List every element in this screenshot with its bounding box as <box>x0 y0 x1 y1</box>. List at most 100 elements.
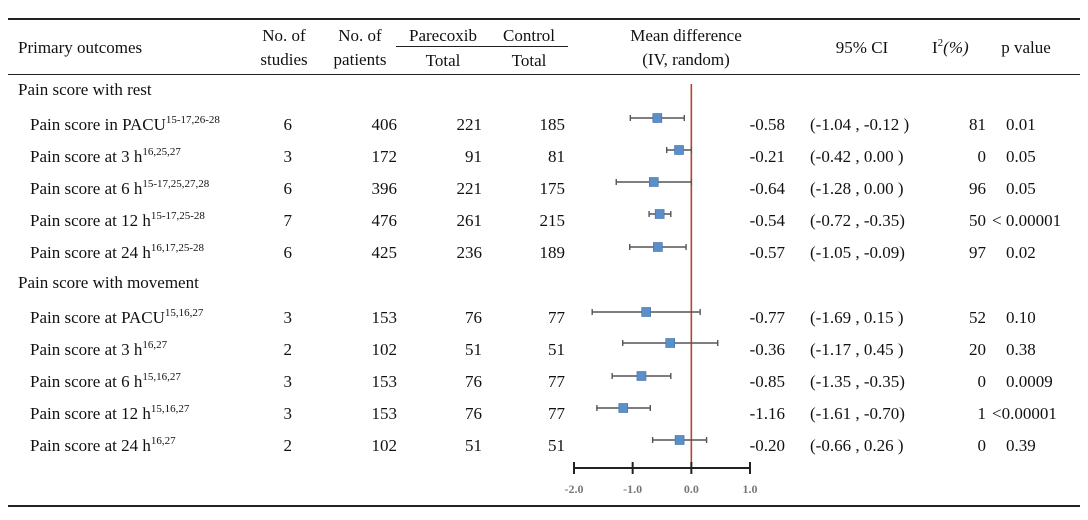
cell-95ci: (-1.17 , 0.45 ) <box>810 340 904 359</box>
cell-control-total: 51 <box>548 340 565 359</box>
effect-marker <box>618 403 629 413</box>
x-tick-label: 1.0 <box>743 482 758 496</box>
cell-studies: 3 <box>283 372 293 391</box>
group-header-rule <box>396 46 568 47</box>
cell-control-total: 175 <box>539 179 566 198</box>
cell-patients: 172 <box>371 147 398 166</box>
cell-patients: 153 <box>371 308 398 327</box>
effect-marker <box>674 435 685 445</box>
row-label-refs: 15-17,25,27,28 <box>142 178 210 190</box>
header-parecoxib-total: Total <box>425 51 461 70</box>
cell-i2: 1 <box>977 404 987 423</box>
row-label: Pain score at 24 h16,17,25-28 <box>30 243 204 263</box>
row-label-text: Pain score at 24 h <box>30 243 151 262</box>
section-movement: Pain score with movement <box>18 273 199 292</box>
cell-parecoxib-total: 221 <box>456 179 483 198</box>
effect-marker <box>636 371 647 381</box>
cell-p-value: <0.00001 <box>992 404 1057 423</box>
cell-parecoxib-total: 76 <box>465 404 482 423</box>
cell-parecoxib-total: 76 <box>465 372 482 391</box>
effect-marker <box>641 307 651 317</box>
cell-patients: 102 <box>371 436 398 455</box>
top-rule <box>8 18 1080 20</box>
cell-control-total: 51 <box>548 436 565 455</box>
cell-95ci: (-0.72 , -0.35) <box>810 211 905 230</box>
cell-p-value: 0.02 <box>1006 243 1036 262</box>
row-label-refs: 15,16,27 <box>142 371 181 383</box>
cell-parecoxib-total: 236 <box>456 243 483 262</box>
cell-patients: 425 <box>371 243 398 262</box>
header-rule <box>8 74 1080 75</box>
cell-parecoxib-total: 51 <box>465 340 482 359</box>
row-label-refs: 16,27 <box>150 435 176 447</box>
row-label-refs: 16,27 <box>142 339 168 351</box>
effect-marker <box>648 177 659 187</box>
cell-studies: 6 <box>283 115 293 134</box>
cell-control-total: 81 <box>548 147 565 166</box>
cell-parecoxib-total: 76 <box>465 308 482 327</box>
cell-i2: 81 <box>969 115 986 134</box>
cell-mean-difference: -0.77 <box>749 308 785 327</box>
header-primary-outcomes: Primary outcomes <box>18 38 143 57</box>
cell-p-value: 0.0009 <box>1006 372 1053 391</box>
cell-control-total: 77 <box>548 404 565 423</box>
cell-p-value: 0.10 <box>1006 308 1036 327</box>
header-p-value: p value <box>1001 38 1051 57</box>
row-label-refs: 15,16,27 <box>164 307 204 319</box>
header-parecoxib: Parecoxib <box>409 26 477 45</box>
cell-i2: 0 <box>977 436 987 455</box>
row-label: Pain score at 24 h16,27 <box>30 436 176 456</box>
cell-patients: 102 <box>371 340 398 359</box>
cell-p-value: 0.01 <box>1006 115 1036 134</box>
cell-95ci: (-1.35 , -0.35) <box>810 372 905 391</box>
row-label-text: Pain score in PACU <box>30 115 166 134</box>
cell-95ci: (-1.04 , -0.12 ) <box>810 115 910 134</box>
cell-p-value: < 0.00001 <box>992 211 1062 230</box>
row-label-text: Pain score at 12 h <box>30 211 151 230</box>
cell-parecoxib-total: 91 <box>465 147 482 166</box>
x-tick-label: -1.0 <box>623 482 642 496</box>
row-label-refs: 15-17,26-28 <box>165 114 220 126</box>
cell-studies: 6 <box>283 243 293 262</box>
cell-p-value: 0.05 <box>1006 147 1036 166</box>
cell-i2: 50 <box>969 211 986 230</box>
cell-studies: 7 <box>283 211 293 230</box>
cell-95ci: (-1.69 , 0.15 ) <box>810 308 904 327</box>
cell-95ci: (-0.66 , 0.26 ) <box>810 436 904 455</box>
row-label: Pain score at 3 h16,27 <box>30 340 167 360</box>
cell-i2: 0 <box>977 372 987 391</box>
cell-parecoxib-total: 261 <box>456 211 483 230</box>
effect-marker <box>654 209 665 219</box>
cell-patients: 153 <box>371 404 398 423</box>
cell-patients: 406 <box>371 115 398 134</box>
cell-95ci: (-0.42 , 0.00 ) <box>810 147 904 166</box>
cell-p-value: 0.05 <box>1006 179 1036 198</box>
row-label-refs: 15,16,27 <box>150 403 190 415</box>
cell-mean-difference: -0.36 <box>749 340 785 359</box>
bottom-rule <box>8 505 1080 507</box>
header-i2-sup: 2 <box>937 37 944 49</box>
header-control-total: Total <box>511 51 547 70</box>
header-patients-line2: patients <box>333 50 387 69</box>
cell-control-total: 215 <box>539 211 566 230</box>
row-label-refs: 15-17,25-28 <box>150 210 205 222</box>
header-i2: I2(%) <box>932 38 969 58</box>
cell-p-value: 0.38 <box>1006 340 1036 359</box>
effect-marker <box>674 145 684 155</box>
cell-i2: 0 <box>977 147 987 166</box>
cell-studies: 2 <box>283 436 293 455</box>
cell-95ci: (-1.05 , -0.09) <box>810 243 905 262</box>
row-label: Pain score at 6 h15-17,25,27,28 <box>30 179 209 199</box>
x-tick-label: 0.0 <box>684 482 699 496</box>
row-label: Pain score at 6 h15,16,27 <box>30 372 181 392</box>
cell-studies: 3 <box>283 308 293 327</box>
cell-i2: 97 <box>969 243 986 262</box>
cell-control-total: 189 <box>539 243 566 262</box>
cell-p-value: 0.39 <box>1006 436 1036 455</box>
effect-marker <box>653 242 663 252</box>
row-label-text: Pain score at 3 h <box>30 340 143 359</box>
section-rest: Pain score with rest <box>18 80 152 99</box>
cell-i2: 52 <box>969 308 986 327</box>
row-label-text: Pain score at 3 h <box>30 147 143 166</box>
cell-parecoxib-total: 221 <box>456 115 483 134</box>
